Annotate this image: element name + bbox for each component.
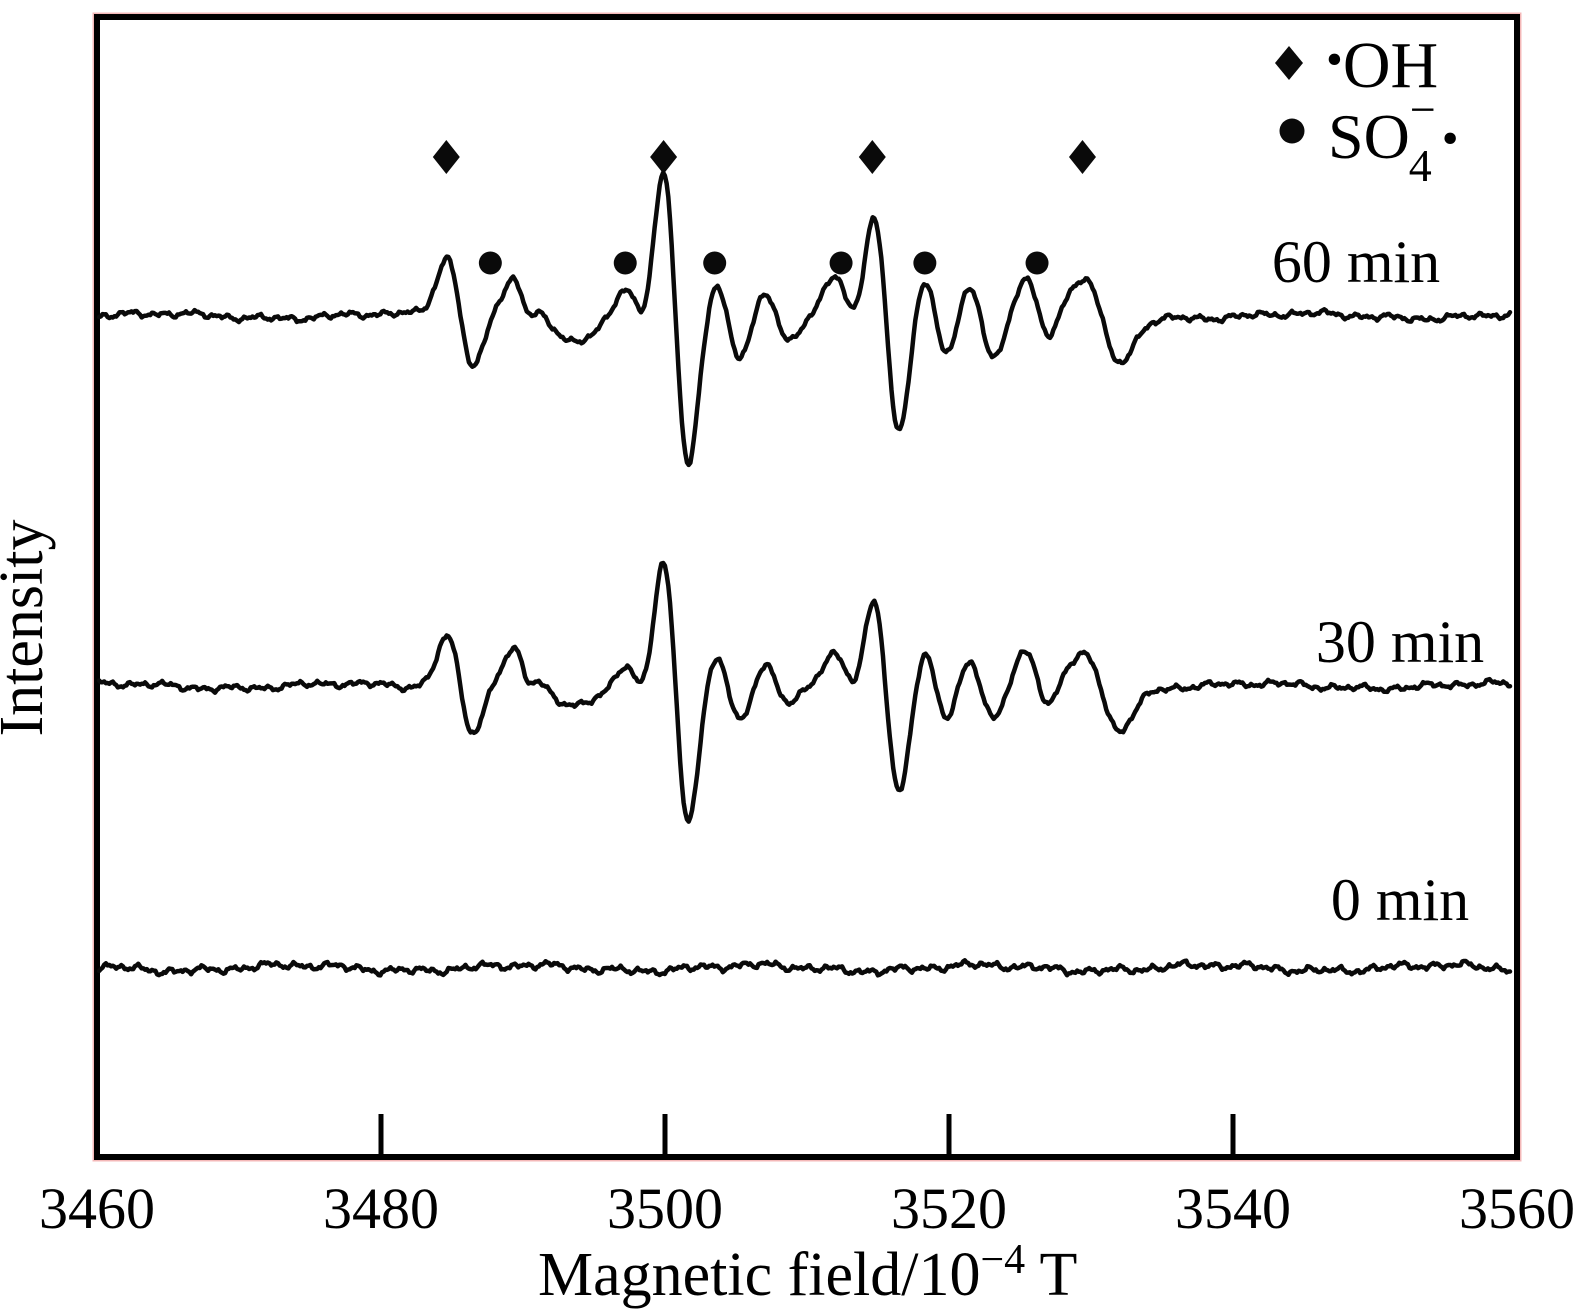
x-axis-label: Magnetic field/10−4 T xyxy=(538,1237,1077,1309)
trace-label-60min: 60 min xyxy=(1272,229,1440,295)
legend-so4-radical-dot: • xyxy=(1442,112,1459,165)
x-tick-label: 3520 xyxy=(891,1176,1007,1241)
trace-30-min xyxy=(96,560,1513,824)
trace-60-min xyxy=(96,170,1513,468)
x-axis-label-superscript: −4 xyxy=(980,1237,1025,1283)
legend-oh-radical-dot: • xyxy=(1326,33,1343,86)
x-tick-label: 3540 xyxy=(1175,1176,1291,1241)
x-tick-label: 3460 xyxy=(39,1176,155,1241)
so4-circle-marker xyxy=(1025,251,1049,275)
so4-circle-marker xyxy=(703,251,727,275)
legend-so4-superscript-minus: − xyxy=(1410,84,1436,135)
oh-diamond-marker xyxy=(432,140,460,174)
legend-so4-circle-icon xyxy=(1279,118,1305,144)
legend-so4-base: SO xyxy=(1328,101,1410,172)
x-tick-label: 3560 xyxy=(1459,1176,1575,1241)
legend-oh-diamond-icon xyxy=(1275,46,1303,80)
x-axis-label-unit: T xyxy=(1025,1241,1077,1309)
x-axis-ticks: 3460 3480 3500 3520 3540 3560 xyxy=(39,1114,1575,1241)
x-axis-label-base: Magnetic field/10 xyxy=(538,1241,980,1309)
trace-label-30min: 30 min xyxy=(1316,609,1484,675)
spectra-traces xyxy=(96,170,1513,978)
so4-circle-marker xyxy=(613,251,637,275)
legend-oh-label: •OH xyxy=(1326,29,1438,102)
x-tick-label: 3480 xyxy=(323,1176,439,1241)
trace-0-min xyxy=(96,958,1513,978)
y-axis-label: Intensity xyxy=(0,520,56,737)
so4-circle-marker xyxy=(478,251,502,275)
oh-diamond-marker xyxy=(858,140,886,174)
x-tick-label: 3500 xyxy=(607,1176,723,1241)
legend-so4-subscript-4: 4 xyxy=(1409,140,1432,191)
legend: •OH SO− 4• xyxy=(1275,29,1459,191)
so4-circle-marker xyxy=(913,251,937,275)
oh-diamond-marker xyxy=(650,140,678,174)
legend-so4-label: SO− 4• xyxy=(1328,84,1459,191)
so4-circle-marker xyxy=(829,251,853,275)
plot-frame-halo xyxy=(92,12,1522,1162)
plot-frame xyxy=(94,14,1520,1160)
trace-label-0min: 0 min xyxy=(1331,867,1469,933)
legend-oh-text: OH xyxy=(1343,29,1438,102)
radical-markers xyxy=(432,140,1096,275)
oh-diamond-marker xyxy=(1068,140,1096,174)
